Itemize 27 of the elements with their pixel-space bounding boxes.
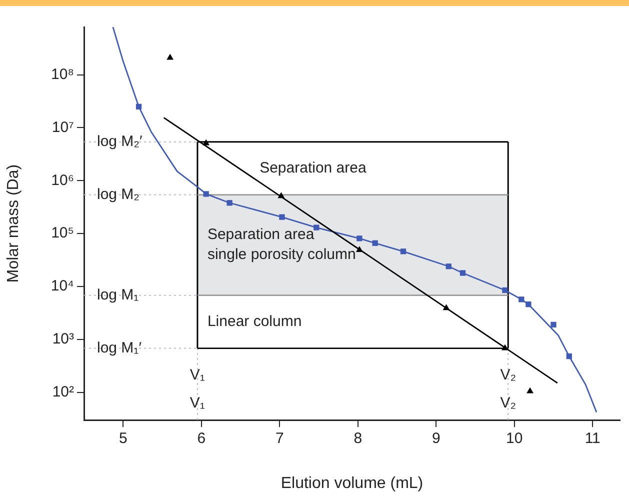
x-tick-label: 6: [197, 430, 206, 448]
annotation: V₁: [190, 394, 205, 412]
ref-line-label: V₂: [500, 366, 516, 384]
x-tick-label: 10: [506, 430, 523, 448]
x-tick-label: 11: [584, 430, 600, 448]
y-tick-label: 10⁶: [51, 172, 74, 189]
annotation: Linear column: [207, 312, 302, 330]
y-tick-label: 10²: [52, 383, 74, 400]
x-axis-title: Elution volume (mL): [280, 474, 424, 492]
y-tick-label: 10⁴: [50, 278, 74, 295]
y-tick-label: 10⁵: [51, 224, 74, 242]
x-tick-label: 7: [275, 430, 284, 448]
y-tick-label: 10⁷: [52, 118, 74, 136]
y-tick-label: 10³: [52, 330, 74, 348]
ref-line-label: V₁: [190, 366, 205, 384]
band-label: Separation area single porosity column: [207, 226, 356, 264]
x-tick-label: 9: [432, 430, 440, 448]
ref-line-label: log M₂′: [97, 133, 142, 150]
ref-line-label: log M₁′: [97, 339, 142, 356]
x-tick-label: 8: [354, 430, 362, 448]
y-axis-title: Molar mass (Da): [5, 164, 22, 283]
ref-line-label: log M₁: [97, 286, 139, 304]
annotation: V₂: [500, 394, 516, 412]
y-tick-label: 10⁸: [50, 66, 74, 83]
ref-line-label: log M₂: [97, 186, 140, 203]
x-tick-label: 5: [118, 430, 128, 448]
annotation: Separation area: [260, 159, 367, 176]
